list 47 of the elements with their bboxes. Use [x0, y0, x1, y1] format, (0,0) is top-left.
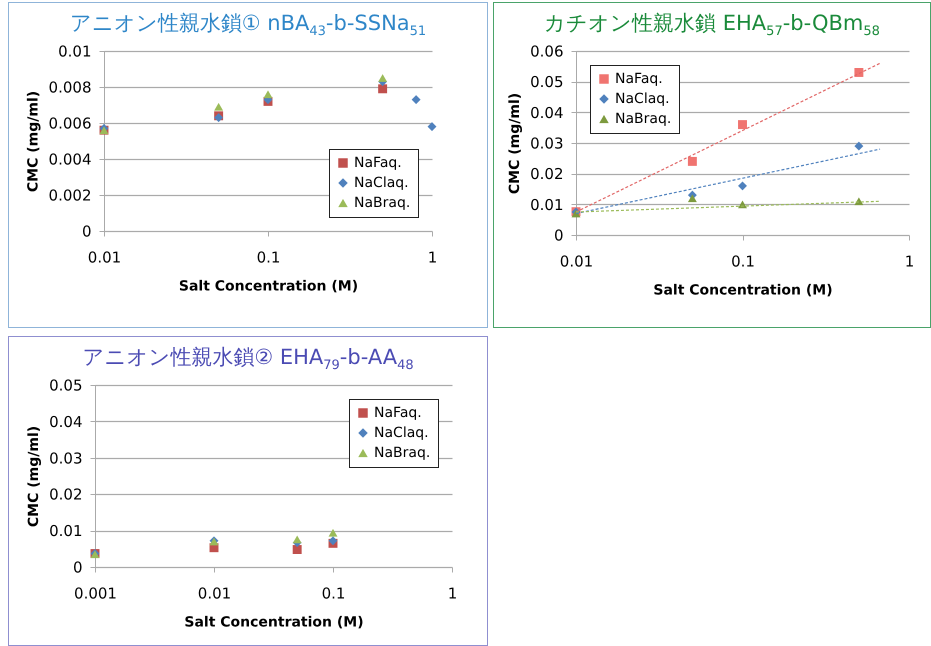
- x-axis-title: Salt Concentration (M): [184, 614, 364, 631]
- x-tick-label: 1: [448, 584, 458, 603]
- y-tick-label: 0: [82, 222, 92, 241]
- legend-label: NaFaq.: [354, 155, 402, 172]
- x-axis-title: Salt Concentration (M): [653, 282, 833, 299]
- chart-title: カチオン性親水鎖 EHA$_{57}$-b-QBm$_{58}$: [543, 10, 881, 40]
- y-axis-title: CMC (mg/ml): [26, 426, 42, 528]
- x-tick-label: 0.01: [560, 252, 594, 271]
- chart-title: アニオン性親水鎖② EHA$_{79}$-b-AA$_{48}$: [81, 344, 415, 374]
- legend-label: NaClaq.: [374, 425, 429, 442]
- legend-label: NaBraq.: [615, 111, 672, 128]
- y-tick-label: 0.008: [48, 78, 92, 97]
- y-tick-label: 0.01: [530, 196, 564, 214]
- y-tick-label: 0: [72, 558, 82, 577]
- legend-label: NaClaq.: [615, 91, 670, 108]
- x-tick-label: 0.1: [256, 248, 280, 267]
- legend-label: NaBraq.: [354, 195, 410, 212]
- y-tick-label: 0.03: [530, 134, 564, 153]
- x-tick-label: 0.01: [198, 584, 232, 603]
- y-tick-label: 0.01: [49, 522, 82, 540]
- y-tick-label: 0.03: [49, 449, 82, 468]
- y-tick-label: 0.002: [48, 186, 92, 205]
- y-tick-label: 0.05: [49, 376, 82, 395]
- x-tick-label: 1: [428, 248, 438, 267]
- legend-label: NaBraq.: [374, 445, 430, 462]
- y-tick-label: 0.05: [530, 73, 564, 92]
- y-axis-title: CMC (mg/ml): [507, 93, 524, 194]
- x-tick-label: 0.1: [731, 252, 755, 271]
- y-axis-title: CMC (mg/ml): [26, 91, 42, 192]
- y-tick-label: 0.02: [49, 486, 82, 504]
- y-tick-label: 0: [554, 226, 564, 245]
- y-tick-label: 0.06: [530, 42, 564, 61]
- y-tick-label: 0.04: [530, 104, 564, 122]
- legend-label: NaFaq.: [615, 71, 663, 88]
- x-tick-label: 0.01: [88, 248, 122, 267]
- x-tick-label: 0.001: [74, 584, 117, 603]
- x-axis-title: Salt Concentration (M): [178, 278, 358, 295]
- legend-label: NaClaq.: [354, 175, 409, 192]
- x-tick-label: 1: [904, 252, 914, 271]
- x-tick-label: 0.1: [322, 584, 346, 603]
- y-tick-label: 0.04: [49, 413, 82, 432]
- y-tick-label: 0.02: [530, 165, 564, 184]
- y-tick-label: 0.004: [48, 150, 92, 169]
- y-tick-label: 0.01: [58, 42, 92, 61]
- legend-label: NaFaq.: [374, 405, 422, 422]
- chart-title: アニオン性親水鎖① nBA$_{43}$-b-SSNa$_{51}$: [68, 10, 428, 40]
- y-tick-label: 0.006: [48, 114, 92, 133]
